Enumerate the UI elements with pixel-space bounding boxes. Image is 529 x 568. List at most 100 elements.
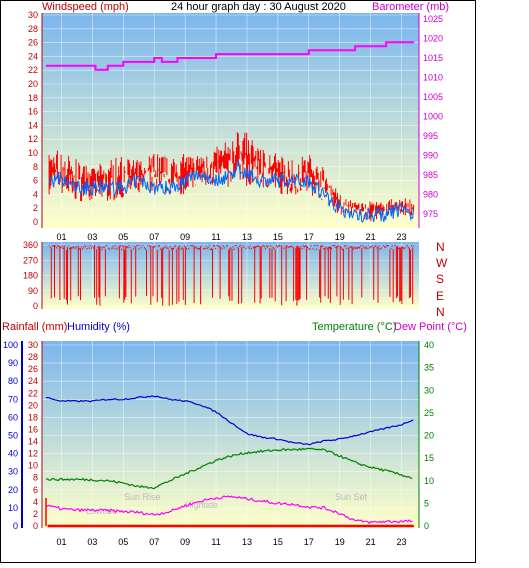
temperature-ticks: 0 5 10 15 20 25 30 35 40 — [424, 340, 434, 531]
humidity-axis-title: Humidity (%) — [67, 321, 130, 333]
temperature-series — [45, 447, 413, 490]
humidity-tick-label: 20 — [8, 485, 18, 495]
climate-x-ticks: 01 03 05 07 09 11 13 15 17 19 21 23 — [56, 537, 406, 547]
wind-tick-label: 18 — [28, 93, 38, 103]
climate-x-tick-label: 23 — [397, 537, 407, 547]
rainfall-tick-label: 22 — [28, 388, 38, 398]
humidity-tick-label: 50 — [8, 431, 18, 441]
climate-x-tick-label: 01 — [56, 537, 66, 547]
rainfall-tick-label: 6 — [33, 485, 38, 495]
climate-panel-grid — [42, 341, 419, 528]
humidity-ticks: 0 10 20 30 40 50 60 70 80 90 100 — [3, 340, 18, 531]
wind-tick-label: 16 — [28, 107, 38, 117]
wind-tick-label: 4 — [33, 189, 38, 199]
wind-tick-label: 2 — [33, 203, 38, 213]
wind-average-series — [48, 158, 415, 223]
lowtide-annotation: Lowtide — [86, 506, 117, 516]
temperature-tick-label: 30 — [424, 385, 434, 395]
wind-tick-label: 22 — [28, 65, 38, 75]
rainfall-tick-label: 14 — [28, 437, 38, 447]
wind-x-tick-label: 11 — [211, 232, 220, 242]
wind-tick-label: 8 — [33, 162, 38, 172]
barometer-tick-label: 1010 — [423, 72, 443, 82]
temperature-tick-label: 5 — [424, 498, 429, 508]
sunrise-annotation: Sun Rise — [124, 492, 161, 502]
wind-x-ticks: 01 03 05 07 09 11 13 15 17 19 21 23 — [56, 232, 406, 242]
wind-tick-label: 0 — [33, 217, 38, 227]
direction-tick-label: 360 — [23, 240, 38, 250]
compass-label: N — [436, 240, 445, 254]
humidity-tick-label: 40 — [8, 449, 18, 459]
humidity-tick-label: 100 — [3, 340, 18, 350]
rainfall-tick-label: 18 — [28, 412, 38, 422]
compass-label: E — [436, 289, 444, 303]
barometer-tick-label: 1005 — [423, 92, 443, 102]
dewpoint-axis-title: Dew Point (°C) — [394, 321, 467, 333]
barometer-right-ticks: 975 980 985 990 995 1000 1005 1010 1015 1020 1025 — [423, 14, 443, 219]
humidity-series — [45, 395, 414, 446]
barometer-tick-label: 985 — [423, 170, 438, 180]
climate-panel-data — [45, 395, 414, 528]
direction-left-ticks: 0 90 180 270 360 — [23, 240, 38, 311]
compass-label: W — [436, 256, 448, 270]
rainfall-axis-title: Rainfall (mm) — [2, 321, 67, 333]
windspeed-axis-title: Windspeed (mph) — [42, 1, 129, 13]
wind-x-tick-label: 19 — [335, 232, 345, 242]
rainfall-tick-label: 20 — [28, 400, 38, 410]
wind-x-tick-label: 07 — [149, 232, 159, 242]
rainfall-tick-label: 8 — [33, 473, 38, 483]
wind-x-tick-label: 23 — [397, 232, 407, 242]
wind-tick-label: 10 — [28, 148, 38, 158]
climate-x-tick-label: 11 — [211, 537, 220, 547]
rainfall-tick-label: 4 — [33, 497, 38, 507]
rainfall-tick-label: 2 — [33, 509, 38, 519]
humidity-tick-label: 90 — [8, 358, 18, 368]
temperature-tick-label: 10 — [424, 476, 434, 486]
temperature-tick-label: 15 — [424, 453, 434, 463]
rainfall-tick-label: 28 — [28, 352, 38, 362]
wind-tick-label: 12 — [28, 134, 38, 144]
humidity-tick-label: 60 — [8, 412, 18, 422]
direction-tick-label: 90 — [28, 286, 38, 296]
temperature-tick-label: 25 — [424, 408, 434, 418]
barometer-series — [46, 41, 414, 71]
temperature-axis-title: Temperature (°C) — [312, 321, 396, 333]
barometer-tick-label: 980 — [423, 190, 438, 200]
humidity-tick-label: 70 — [8, 394, 18, 404]
climate-x-tick-label: 19 — [335, 537, 345, 547]
wind-x-tick-label: 13 — [242, 232, 252, 242]
wind-tick-label: 6 — [33, 176, 38, 186]
dewpoint-series — [45, 495, 413, 525]
wind-direction-series — [48, 245, 415, 306]
wind-tick-label: 14 — [28, 120, 38, 130]
climate-x-tick-label: 07 — [149, 537, 159, 547]
climate-x-tick-label: 03 — [87, 537, 97, 547]
wind-panel-data — [46, 41, 415, 223]
climate-x-tick-label: 05 — [118, 537, 128, 547]
direction-tick-label: 180 — [23, 271, 38, 281]
rainfall-tick-label: 30 — [28, 340, 38, 350]
barometer-tick-label: 1020 — [423, 33, 443, 43]
direction-tick-label: 0 — [33, 301, 38, 311]
humidity-tick-label: 10 — [8, 503, 18, 513]
hightide-annotation: Hightide — [185, 500, 218, 510]
direction-panel-data — [48, 245, 415, 306]
humidity-tick-label: 0 — [13, 521, 18, 531]
temperature-tick-label: 0 — [424, 521, 429, 531]
compass-label: N — [436, 305, 445, 319]
rainfall-tick-label: 0 — [33, 521, 38, 531]
barometer-tick-label: 990 — [423, 151, 438, 161]
humidity-tick-label: 80 — [8, 376, 18, 386]
wind-tick-label: 30 — [28, 10, 38, 20]
temperature-tick-label: 20 — [424, 431, 434, 441]
barometer-tick-label: 975 — [423, 209, 438, 219]
rainfall-tick-label: 12 — [28, 449, 38, 459]
barometer-tick-label: 1000 — [423, 112, 443, 122]
climate-x-tick-label: 21 — [366, 537, 376, 547]
chart-title: 24 hour graph day : 30 August 2020 — [171, 1, 346, 13]
climate-x-tick-label: 13 — [242, 537, 252, 547]
